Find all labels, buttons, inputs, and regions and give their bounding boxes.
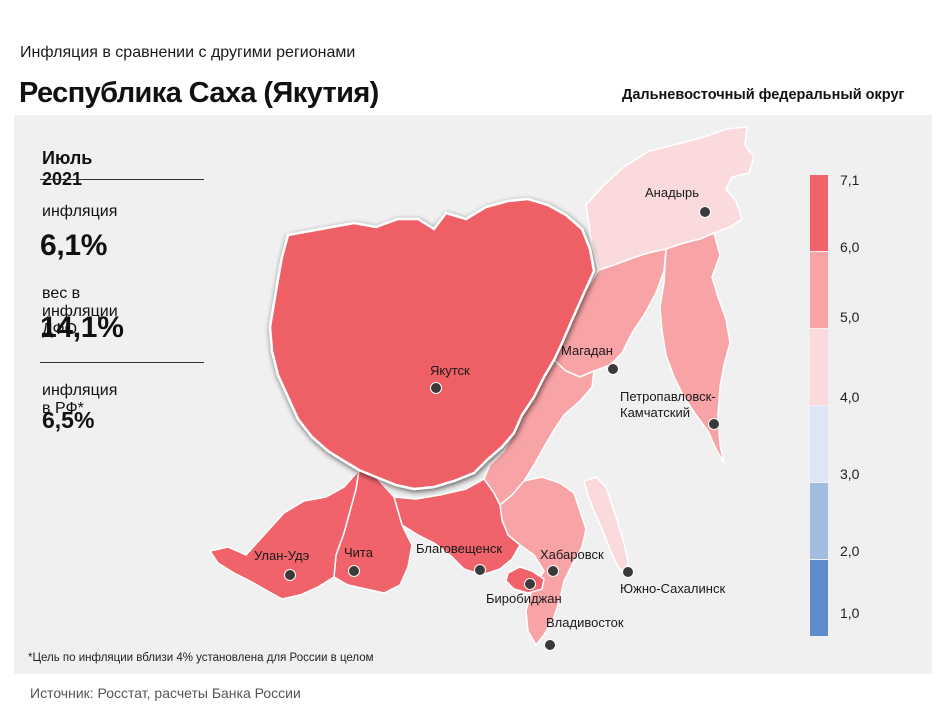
footnote: *Цель по инфляции вблизи 4% установлена …	[28, 652, 374, 664]
city-chita-label: Чита	[344, 545, 374, 560]
legend-swatch-3	[810, 406, 828, 482]
city-ulan-ude-marker	[284, 569, 296, 581]
source-note: Источник: Росстат, расчеты Банка России	[30, 685, 301, 701]
weight-value: 14,1%	[40, 311, 124, 344]
city-blagoveshchensk-marker	[474, 564, 486, 576]
region-jewish-ao	[505, 566, 545, 594]
city-blagoveshchensk: Благовещенск	[416, 541, 502, 576]
city-birobidzhan: Биробиджан	[486, 578, 562, 606]
city-magadan: Магадан	[561, 343, 619, 375]
map-panel: Анадырь Магадан Петропавловск- Камчатски…	[14, 115, 932, 674]
city-vladivostok-marker	[544, 639, 556, 651]
city-petropavlovsk: Петропавловск- Камчатский	[620, 389, 720, 430]
legend-swatch-4	[810, 483, 828, 559]
city-yakutsk-marker	[430, 382, 442, 394]
city-anadyr-label: Анадырь	[645, 185, 699, 200]
city-yuzhno-sakhalinsk-marker	[622, 566, 634, 578]
legend-tick-label: 2,0	[840, 543, 860, 559]
city-blagoveshchensk-label: Благовещенск	[416, 541, 502, 556]
city-magadan-marker	[607, 363, 619, 375]
legend: 7,1 6,0 5,0 4,0 3,0 2,0 1,0	[810, 172, 860, 636]
legend-tick-label: 4,0	[840, 389, 860, 405]
city-birobidzhan-marker	[524, 578, 536, 590]
divider-bottom	[40, 362, 204, 363]
legend-tick-label: 5,0	[840, 309, 860, 325]
legend-swatch-0	[810, 175, 828, 251]
legend-tick-label: 3,0	[840, 466, 860, 482]
city-yakutsk: Якутск	[430, 363, 470, 394]
city-yuzhno-sakhalinsk: Южно-Сахалинск	[620, 566, 725, 596]
city-magadan-label: Магадан	[561, 343, 613, 358]
rf-inflation-value: 6,5%	[42, 407, 95, 433]
page-title: Республика Саха (Якутия)	[19, 77, 379, 109]
region-primorsky	[499, 476, 587, 647]
city-yakutsk-label: Якутск	[430, 363, 470, 378]
weight-label: вес в инфляции ДФО	[42, 285, 118, 338]
period-label: Июль 2021	[42, 148, 93, 189]
city-petropavlovsk-label-1: Петропавловск-	[620, 389, 716, 404]
legend-swatch-5	[810, 560, 828, 636]
region-kamchatka	[659, 231, 731, 464]
legend-swatch-1	[810, 252, 828, 328]
city-yuzhno-sakhalinsk-label: Южно-Сахалинск	[620, 581, 725, 596]
region-yakutia	[268, 197, 596, 491]
city-vladivostok: Владивосток	[544, 615, 624, 651]
legend-tick-label: 1,0	[840, 605, 860, 621]
city-petropavlovsk-label-2: Камчатский	[620, 405, 690, 420]
city-vladivostok-label: Владивосток	[546, 615, 624, 630]
city-khabarovsk-label: Хабаровск	[540, 547, 604, 562]
city-ulan-ude: Улан-Удэ	[254, 548, 310, 581]
page-subtitle: Инфляция в сравнении с другими регионами	[20, 44, 356, 61]
city-chita-marker	[348, 565, 360, 577]
city-birobidzhan-label: Биробиджан	[486, 591, 562, 606]
divider-top	[40, 179, 204, 180]
legend-tick-label: 7,1	[840, 172, 860, 188]
city-khabarovsk-marker	[547, 565, 559, 577]
city-anadyr: Анадырь	[645, 185, 711, 218]
legend-tick-label: 6,0	[840, 239, 860, 255]
city-anadyr-marker	[699, 206, 711, 218]
inflation-map: Анадырь Магадан Петропавловск- Камчатски…	[208, 126, 860, 651]
inflation-value: 6,1%	[40, 229, 108, 262]
city-khabarovsk: Хабаровск	[540, 547, 604, 577]
district-name: Дальневосточный федеральный округ	[622, 87, 905, 103]
city-chita: Чита	[344, 545, 374, 577]
rf-inflation-label: инфляция в РФ*	[42, 382, 118, 417]
region-amur	[392, 478, 521, 576]
inflation-label: инфляция	[42, 203, 118, 220]
city-ulan-ude-label: Улан-Удэ	[254, 548, 310, 563]
region-buryatia	[208, 467, 361, 600]
legend-swatch-2	[810, 329, 828, 405]
city-petropavlovsk-marker	[708, 418, 720, 430]
